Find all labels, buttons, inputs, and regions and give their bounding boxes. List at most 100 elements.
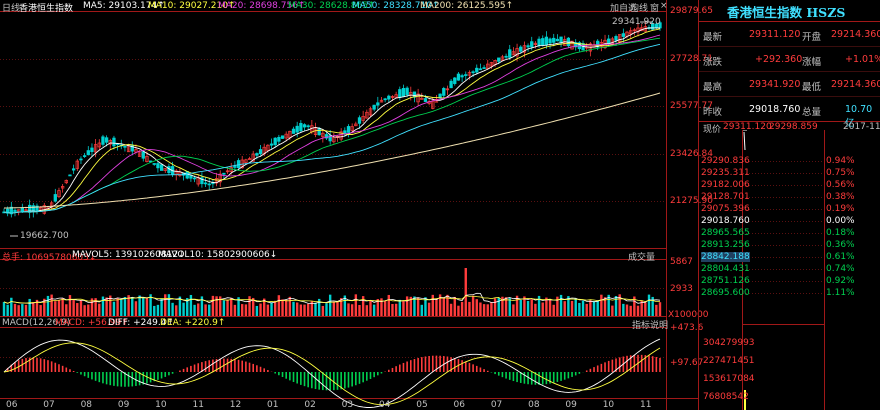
intraday-volume-level: 76808542 <box>703 392 749 402</box>
candle-body <box>376 102 380 106</box>
volume-bar <box>457 305 460 316</box>
candle-body <box>53 194 57 202</box>
change-value: +292.360 <box>755 54 803 65</box>
volume-bar <box>332 301 336 316</box>
volume-bar <box>10 297 13 316</box>
volume-bar <box>633 296 636 316</box>
indicator-help-button[interactable]: 指标说明 <box>632 321 669 331</box>
close-icon[interactable]: × <box>660 1 668 11</box>
volume-bar <box>424 297 427 316</box>
volume-bar <box>519 299 522 316</box>
volume-bar <box>208 304 211 316</box>
candle-body <box>636 27 640 33</box>
volume-bar <box>589 300 592 316</box>
volume-bar <box>383 300 387 316</box>
candle-body <box>361 115 365 121</box>
candle-body <box>97 142 101 148</box>
candle-body <box>93 144 98 153</box>
volume-bar <box>204 304 207 316</box>
candle-body <box>317 127 321 136</box>
volume-bar <box>167 294 171 316</box>
volume-bar <box>618 294 621 316</box>
intraday-volume-level: 227471451 <box>703 356 755 366</box>
volume-bar <box>314 302 317 316</box>
volume-bar <box>325 303 328 316</box>
intraday-level-percent: 0.75% <box>826 168 855 178</box>
volume-bar <box>570 300 574 316</box>
mavol10-value: MAVOL10: 15802900606↓ <box>158 250 278 260</box>
candle-body <box>101 136 105 145</box>
ma-toggle-button[interactable]: 均线 <box>630 4 649 14</box>
intraday-chart[interactable] <box>699 130 880 410</box>
candle-body <box>475 67 479 73</box>
volume-bar <box>501 296 504 316</box>
candle-body <box>75 160 79 169</box>
volume-bar <box>625 304 629 316</box>
volume-bar <box>537 295 541 316</box>
candle-body <box>343 130 347 134</box>
add-watchlist-button[interactable]: 加自选 <box>610 4 638 14</box>
time-axis-label: 06 <box>6 400 18 410</box>
volume-bar <box>127 295 130 316</box>
volume-bar <box>277 295 281 316</box>
volume-bar <box>640 300 643 316</box>
candle-body <box>354 123 358 127</box>
volume-bar <box>427 302 431 316</box>
ma30-line <box>3 37 661 214</box>
volume-bar <box>563 301 566 316</box>
candle-body <box>537 38 541 46</box>
volume-bar <box>611 305 614 316</box>
candle-body <box>328 135 332 142</box>
volume-bar <box>405 296 409 316</box>
current-price-label: 现价 <box>703 125 722 135</box>
intraday-level-price: 28751.126 <box>701 276 750 286</box>
candle-body <box>530 41 534 48</box>
volume-bar <box>526 300 530 316</box>
volume-bar <box>288 296 292 316</box>
candle-body <box>203 182 208 185</box>
volume-bar <box>241 304 244 316</box>
candle-body <box>20 207 24 213</box>
candle-body <box>614 36 618 41</box>
macd-axis-label: +97.67 <box>670 358 704 368</box>
volume-bar <box>65 304 68 316</box>
volume-bar <box>482 304 486 316</box>
volume-bar <box>493 298 497 316</box>
volume-bar <box>281 299 284 316</box>
candle-body <box>324 134 329 139</box>
time-axis-label: 11 <box>192 400 204 410</box>
volume-bar <box>303 304 306 316</box>
candle-body <box>357 117 362 124</box>
volume-bar <box>453 296 456 316</box>
candle-body <box>548 38 552 44</box>
change-percent: +1.01% <box>845 54 880 65</box>
candle-body <box>192 177 197 180</box>
volume-bar <box>497 297 500 316</box>
price-axis-label: 23426.84 <box>670 149 713 159</box>
volume-bar <box>413 296 416 316</box>
volume-bar <box>328 294 332 316</box>
volume-indicator-dropdown[interactable]: 成交量 <box>628 253 656 263</box>
candle-body <box>251 153 255 162</box>
volume-bar <box>607 294 610 316</box>
volume-bar <box>259 303 262 316</box>
volume-bar <box>24 304 28 316</box>
candle-body <box>273 137 277 146</box>
candle-body <box>148 160 153 163</box>
intraday-volume-level: 153617084 <box>703 374 755 384</box>
quote-row-prev-close: 昨收 29018.760 总量 10.70亿 <box>699 97 880 129</box>
ma10-line <box>3 28 661 214</box>
volume-bar <box>109 295 112 316</box>
ma50-line <box>3 43 661 214</box>
kline-chart-area[interactable] <box>0 0 698 410</box>
volume-bar <box>219 296 222 316</box>
candle-body <box>552 37 556 43</box>
volume-bar <box>105 297 108 316</box>
period-label[interactable]: 日线 <box>2 4 21 14</box>
volume-bar <box>145 297 149 316</box>
candle-body <box>200 177 204 185</box>
window-button[interactable]: 窗 <box>650 4 660 14</box>
candle-body <box>28 204 32 213</box>
candle-body <box>280 135 285 139</box>
candle-body <box>445 88 450 91</box>
